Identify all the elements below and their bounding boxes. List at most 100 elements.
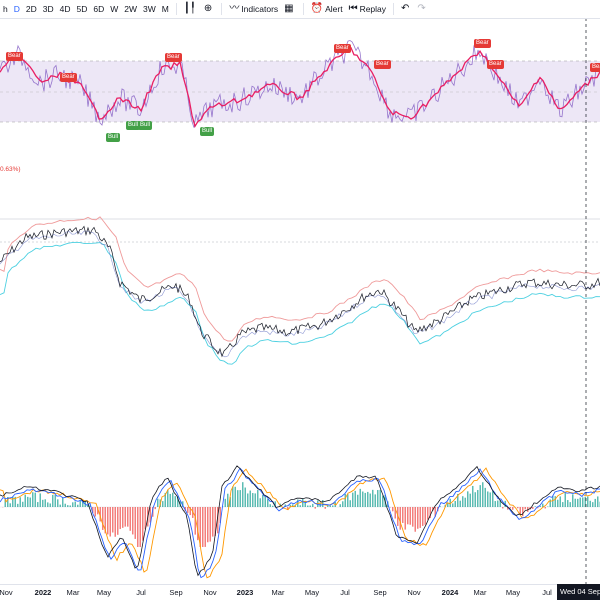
macd-histogram-bar [410,507,412,525]
macd-histogram-bar [475,492,477,507]
bull-signal-label: Bull [200,127,214,136]
time-axis-label: Mar [272,588,285,597]
bear-signal-label: Bear [60,73,77,82]
time-axis-label: 2022 [35,588,52,597]
macd-histogram-bar [162,501,164,507]
interval-2d[interactable]: 2D [23,1,40,17]
macd-histogram-bar [75,502,77,507]
macd-histogram-bar [255,493,257,507]
macd-histogram-bar [345,494,347,507]
templates-button[interactable]: ▦ [281,1,298,17]
interval-4d[interactable]: 4D [57,1,74,17]
chart-canvas[interactable] [0,0,600,584]
chart-type-button[interactable]: ┃╿ [181,1,201,17]
macd-histogram-bar [22,502,24,507]
macd-histogram-bar [377,490,379,507]
indicators-label: Indicators [241,1,278,17]
templates-icon: ▦ [284,1,293,17]
replay-button[interactable]: ⏮Replay [346,1,389,17]
indicators-button[interactable]: 〰Indicators [226,1,281,17]
macd-histogram-bar [40,493,42,507]
macd-histogram-bar [520,507,522,514]
macd-histogram-bar [440,506,442,507]
compare-button[interactable]: ⊕ [201,1,217,17]
macd-histogram-bar [135,507,137,539]
interval-5d[interactable]: 5D [74,1,91,17]
interval-d[interactable]: D [11,1,23,17]
macd-histogram-bar [540,506,542,507]
macd-pane [0,466,600,578]
macd-histogram-bar [570,502,572,507]
interval-6d[interactable]: 6D [90,1,107,17]
macd-histogram-bar [120,507,122,529]
macd-histogram-bar [130,507,132,531]
bull-signal-label: Bull [106,133,120,142]
bear-signal-label: Bear [374,60,391,69]
bear-signal-label: Bear [487,60,504,69]
macd-histogram-bar [72,502,74,507]
macd-histogram-bar [117,507,119,535]
macd-signal-line [0,468,600,578]
macd-histogram-bar [300,505,302,507]
macd-histogram-bar [427,507,429,520]
bull-signal-label: Bull [138,121,152,130]
indicator-value-label: 0.63%) [0,166,21,173]
time-axis-label: May [305,588,319,597]
macd-histogram-bar [415,507,417,532]
macd-histogram-bar [375,494,377,507]
macd-histogram-bar [517,507,519,508]
interval-2w[interactable]: 2W [121,1,140,17]
price-line [0,226,600,356]
macd-histogram-bar [250,491,252,507]
macd-histogram-bar [575,499,577,507]
time-axis-label: 2023 [237,588,254,597]
macd-histogram-bar [557,500,559,507]
macd-histogram-bar [467,491,469,507]
bear-signal-label: Bear [6,52,23,61]
alert-button[interactable]: ⏰Alert [308,1,346,17]
macd-histogram-bar [260,498,262,507]
interval-h[interactable]: h [0,1,11,17]
macd-histogram-bar [422,507,424,526]
macd-histogram-bar [355,491,357,507]
macd-histogram-bar [227,494,229,507]
macd-histogram-bar [567,500,569,507]
macd-histogram-bar [55,495,57,507]
macd-histogram-bar [580,498,582,507]
macd-histogram-bar [315,507,317,509]
time-axis-label: Mar [474,588,487,597]
macd-histogram-bar [205,507,207,547]
macd-histogram-bar [577,499,579,507]
macd-histogram-bar [32,492,34,507]
interval-3w[interactable]: 3W [140,1,159,17]
time-axis-label: Jul [340,588,350,597]
undo-button[interactable]: ↶ [398,1,414,17]
macd-histogram-bar [412,507,414,527]
interval-w[interactable]: W [107,1,121,17]
macd-histogram-bar [17,504,19,507]
interval-m[interactable]: M [159,1,172,17]
macd-histogram-bar [382,496,384,507]
macd-histogram-bar [20,497,22,507]
toolbar-separator [221,3,222,15]
macd-histogram-bar [62,497,64,507]
macd-histogram-bar [380,490,382,507]
redo-button[interactable]: ↷ [414,1,430,17]
macd-histogram-bar [347,494,349,507]
redo-icon: ↷ [417,1,425,17]
macd-histogram-bar [487,491,489,507]
macd-histogram-bar [42,500,44,507]
macd-histogram-bar [257,490,259,507]
crosshair-date-label: Wed 04 Sep '24 [557,584,600,600]
macd-histogram-bar [125,507,127,527]
interval-3d[interactable]: 3D [40,1,57,17]
time-axis-label: Nov [0,588,13,597]
macd-histogram-bar [360,489,362,507]
macd-histogram-bar [485,488,487,507]
macd-histogram-bar [232,486,234,507]
macd-histogram-bar [175,496,177,507]
macd-histogram-bar [480,485,482,507]
macd-histogram-bar [370,494,372,507]
